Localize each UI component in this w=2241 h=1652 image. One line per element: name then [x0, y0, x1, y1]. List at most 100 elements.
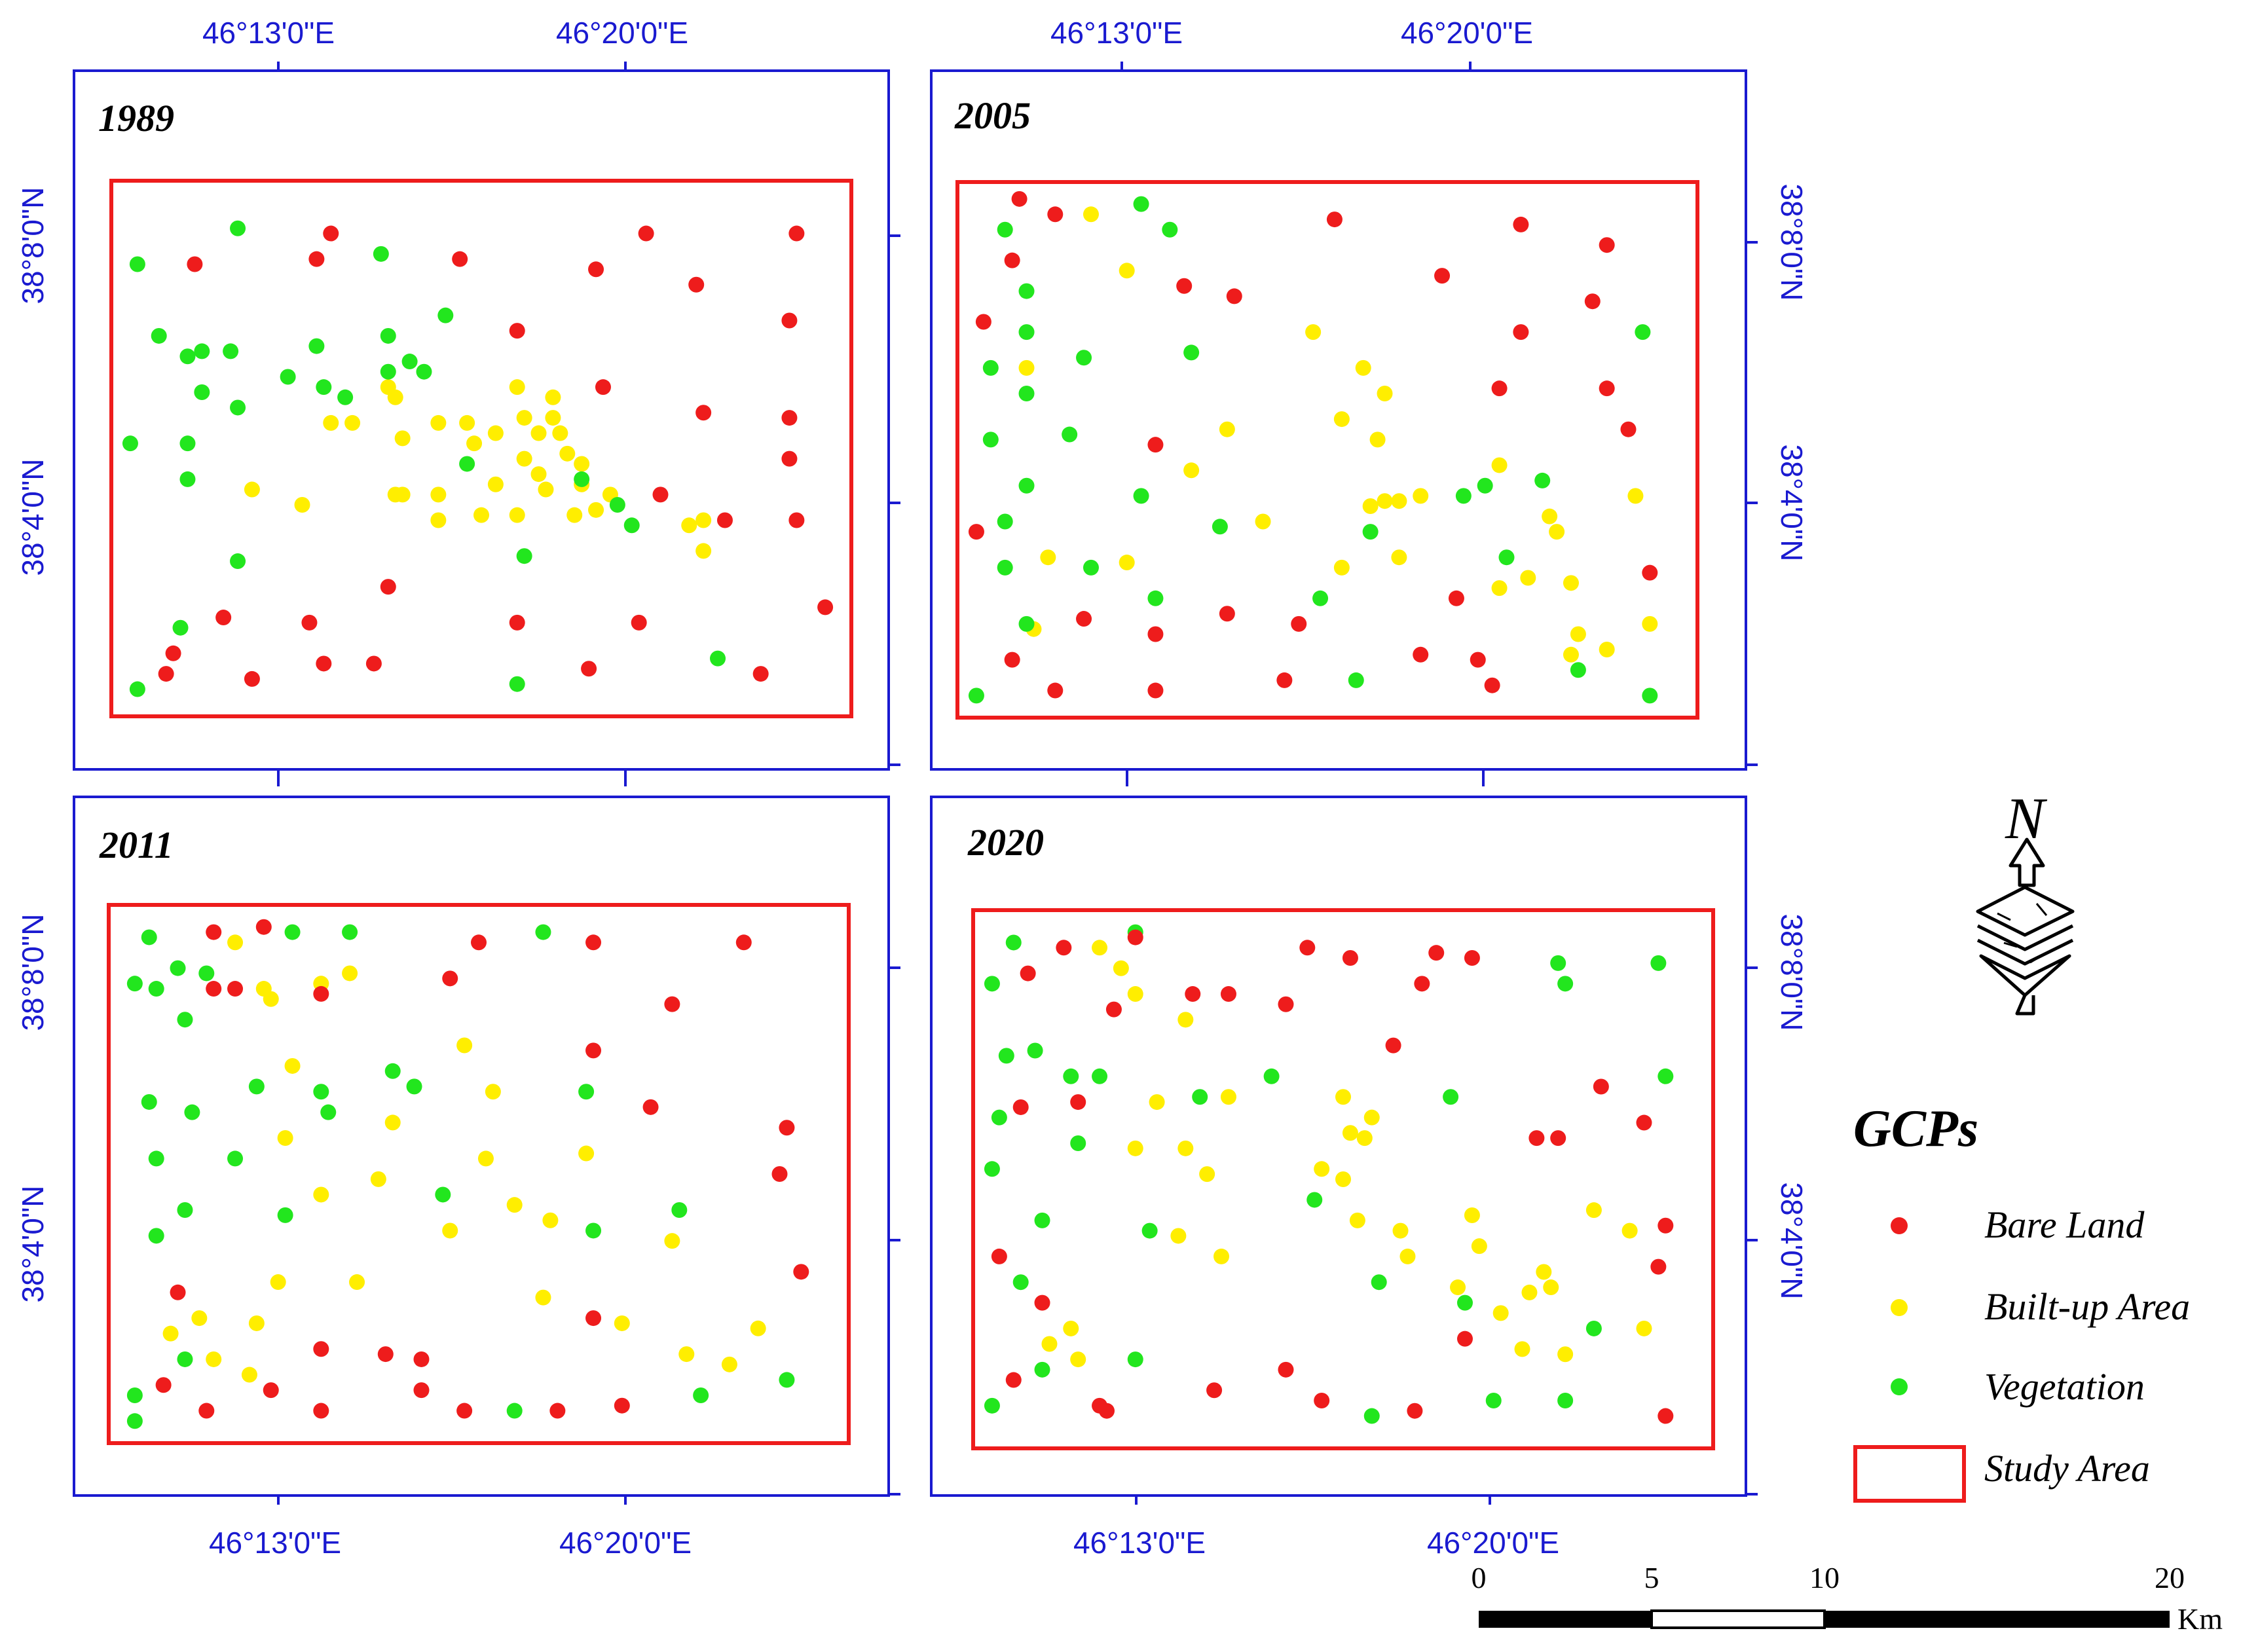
- gcp-vegetation-point: [172, 619, 189, 636]
- y-tick-label-left: 38°4'0"N: [16, 1185, 50, 1302]
- gcp-vegetation-point: [223, 343, 239, 359]
- study-area-2005: [955, 180, 1699, 720]
- gcp-built-up-point: [394, 486, 411, 503]
- gcp-built-up-point: [349, 1274, 365, 1291]
- gcp-built-up-point: [473, 507, 489, 523]
- gcp-built-up-point: [614, 1315, 630, 1331]
- scale-segment: [1824, 1611, 2170, 1628]
- gcp-bare-land-point: [1484, 677, 1500, 693]
- gcp-built-up-point: [1521, 1284, 1538, 1300]
- gcp-vegetation-point: [1658, 1068, 1674, 1084]
- gcp-built-up-point: [430, 486, 447, 503]
- x-tick-label-bottom: 46°13'0"E: [1073, 1526, 1206, 1560]
- gcp-vegetation-point: [968, 688, 984, 704]
- gcp-bare-land-point: [1620, 421, 1637, 437]
- gcp-vegetation-point: [1363, 1408, 1380, 1424]
- gcp-vegetation-point: [380, 327, 396, 344]
- gcp-built-up-point: [1450, 1279, 1466, 1296]
- gcp-built-up-point: [1491, 580, 1508, 597]
- y-tick-label-right: 38°4'0"N: [1775, 1182, 1809, 1299]
- gcp-bare-land-point: [1593, 1078, 1609, 1095]
- legend-item-vegetation: Vegetation: [1984, 1365, 2145, 1408]
- gcp-built-up-point: [1199, 1166, 1215, 1183]
- gcp-vegetation-point: [1371, 1274, 1387, 1291]
- gcp-built-up-point: [1557, 1346, 1574, 1363]
- gcp-bare-land-point: [1278, 996, 1294, 1012]
- gcp-bare-land-point: [165, 645, 181, 661]
- gcp-built-up-point: [1305, 324, 1322, 340]
- gcp-built-up-point: [1471, 1238, 1487, 1255]
- panel-year-label: 1989: [98, 97, 174, 139]
- gcp-vegetation-point: [1443, 1089, 1459, 1105]
- gcp-built-up-point: [459, 414, 475, 431]
- gcp-built-up-point: [1183, 462, 1200, 479]
- gcp-built-up-point: [535, 1289, 551, 1306]
- gcp-bare-land-point: [1176, 278, 1193, 294]
- gcp-vegetation-point: [313, 1084, 329, 1100]
- gcp-built-up-point: [1636, 1320, 1652, 1336]
- gcp-bare-land-point: [365, 655, 382, 672]
- gcp-vegetation-point: [177, 1012, 193, 1028]
- panel-2005-frame: [930, 69, 1747, 771]
- gcp-built-up-point: [456, 1037, 473, 1054]
- gcp-bare-land-point: [1011, 191, 1028, 207]
- gcp-vegetation-point: [198, 965, 215, 982]
- gcp-bare-land-point: [158, 666, 174, 682]
- gcp-bare-land-point: [263, 1382, 279, 1399]
- study-area-2020: [971, 908, 1715, 1450]
- gcp-built-up-point: [1177, 1012, 1194, 1028]
- gcp-built-up-point: [695, 543, 712, 559]
- gcp-vegetation-point: [982, 431, 999, 448]
- gcp-vegetation-point: [1570, 662, 1586, 678]
- gcp-vegetation-point: [151, 327, 167, 344]
- gcp-bare-land-point: [1206, 1382, 1223, 1399]
- gcp-bare-land-point: [206, 981, 222, 997]
- gcp-bare-land-point: [1226, 288, 1242, 304]
- gcp-vegetation-point: [177, 1351, 193, 1367]
- gcp-bare-land-point: [614, 1397, 630, 1414]
- gcp-bare-land-point: [1220, 986, 1236, 1002]
- gcp-bare-land-point: [1314, 1392, 1330, 1408]
- gcp-built-up-point: [1369, 431, 1386, 448]
- gcp-bare-land-point: [638, 225, 654, 242]
- scale-bar: 0 5 10 20 Km: [1472, 1561, 2223, 1636]
- gcp-built-up-point: [1549, 524, 1565, 540]
- gcp-built-up-point: [487, 476, 504, 492]
- y-tick-label-left: 38°8'0"N: [16, 913, 50, 1031]
- gcp-bare-land-point: [377, 1346, 394, 1363]
- gcp-bare-land-point: [1342, 950, 1358, 966]
- gcp-vegetation-point: [316, 379, 332, 395]
- gcp-built-up-point: [430, 512, 447, 528]
- gcp-built-up-point: [1627, 488, 1644, 504]
- gcp-built-up-point: [191, 1310, 208, 1327]
- gcp-bare-land-point: [1076, 611, 1092, 627]
- gcp-built-up-point: [1255, 513, 1271, 530]
- gcp-vegetation-point: [416, 363, 432, 380]
- legend-item-built-up: Built-up Area: [1984, 1285, 2190, 1328]
- gcp-vegetation-point: [1635, 324, 1651, 340]
- gcp-vegetation-point: [1642, 688, 1658, 704]
- gcp-built-up-point: [1585, 1202, 1602, 1219]
- panel-2020-frame: [930, 796, 1747, 1497]
- gcp-vegetation-point: [1018, 283, 1035, 299]
- gcp-built-up-point: [342, 965, 358, 982]
- gcp-built-up-point: [1399, 1248, 1416, 1264]
- x-tick-label-top: 46°20'0"E: [556, 16, 688, 50]
- gcp-vegetation-point: [1018, 324, 1035, 340]
- gcp-built-up-point: [552, 425, 568, 441]
- gcp-built-up-point: [516, 450, 532, 467]
- gcp-bare-land-point: [781, 450, 798, 467]
- legend-swatch-built-up: [1891, 1299, 1908, 1316]
- gcp-built-up-point: [284, 1057, 301, 1074]
- gcp-bare-land-point: [1584, 293, 1601, 310]
- north-arrow-icon: [2009, 837, 2045, 887]
- gcp-vegetation-point: [1306, 1192, 1323, 1208]
- gcp-built-up-point: [1220, 1089, 1236, 1105]
- gcp-built-up-point: [1349, 1212, 1365, 1228]
- gcp-vegetation-point: [170, 960, 186, 976]
- scale-unit: Km: [2177, 1602, 2223, 1636]
- gcp-bare-land-point: [1434, 268, 1451, 284]
- legend-swatch-bare-land: [1891, 1217, 1908, 1234]
- gcp-vegetation-point: [1092, 1068, 1108, 1084]
- gcp-vegetation-point: [1534, 472, 1551, 488]
